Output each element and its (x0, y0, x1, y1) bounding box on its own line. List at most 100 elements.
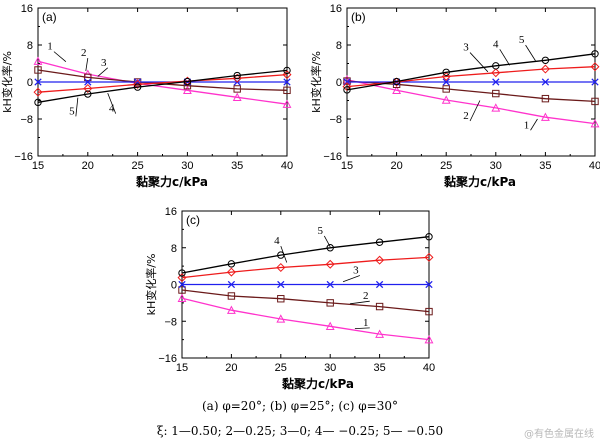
data-point (342, 82, 352, 92)
series-number-label: 1 (363, 317, 369, 329)
series-label-leader (469, 100, 481, 122)
series-label-leader (525, 44, 536, 61)
data-point (34, 78, 42, 86)
figure-caption-panels: (a) φ=20°; (b) φ=25°; (c) φ=30° (202, 399, 398, 413)
data-point (425, 307, 433, 316)
series-label-leader (499, 49, 511, 66)
data-point (178, 280, 186, 289)
data-point (590, 118, 600, 128)
data-point (283, 86, 291, 95)
series-label-leader (342, 275, 361, 283)
data-point (178, 286, 186, 294)
x-axis-title: 黏聚力c/kPa (282, 376, 354, 391)
y-axis-title: kH变化率/% (309, 51, 323, 113)
series-label-leader (85, 58, 89, 71)
y-tick-label: −8 (20, 114, 33, 126)
y-tick-label: 16 (21, 3, 33, 15)
data-point (492, 78, 500, 86)
series-1: 1 (33, 41, 292, 108)
data-point (375, 255, 385, 265)
data-point (541, 56, 550, 64)
x-tick-label: 25 (131, 160, 143, 172)
series-label-leader (530, 118, 538, 131)
data-point (282, 99, 292, 108)
x-tick-label: 15 (176, 362, 188, 374)
series-3: 3 (34, 57, 291, 86)
series-line (181, 236, 430, 274)
data-point (276, 262, 286, 273)
chart-panel-2: 15 20 25 30 35 40−16−80816(b)黏聚力c/kPakH变化率/%1… (309, 3, 600, 189)
series-5: 5 (178, 225, 433, 277)
data-point (441, 71, 451, 81)
data-point (34, 98, 42, 107)
x-tick-label: 40 (423, 362, 435, 374)
x-tick-label: 30 (181, 160, 193, 172)
x-tick-label: 30 (490, 160, 502, 172)
data-point (392, 77, 401, 86)
y-tick-label: 0 (27, 77, 33, 89)
data-point (84, 90, 92, 98)
data-point (83, 83, 93, 93)
series-line (181, 256, 430, 279)
series-number-label: 4 (109, 103, 115, 115)
data-point (492, 62, 500, 70)
series-number-label: 5 (318, 225, 324, 237)
series-label-leader (323, 235, 331, 248)
series-number-label: 3 (101, 57, 107, 69)
series-number-label: 5 (519, 34, 525, 46)
y-tick-label: −16 (14, 151, 33, 163)
series-3: 3 (178, 264, 433, 289)
series-label-leader (107, 92, 117, 114)
series-number-label: 3 (463, 42, 469, 54)
data-point (425, 233, 433, 241)
data-point (182, 85, 192, 95)
series-line (346, 53, 596, 91)
panel-label: (a) (42, 10, 57, 24)
watermark-text: @有色金属在线 (524, 429, 594, 440)
series-number-label: 5 (69, 105, 75, 117)
series-2: 2 (343, 77, 599, 122)
data-point (233, 71, 241, 80)
x-tick-label: 35 (231, 160, 243, 172)
series-line (37, 60, 288, 105)
series-label-leader (349, 300, 370, 305)
panel-label: (c) (186, 213, 200, 227)
data-point (424, 334, 434, 344)
data-point (424, 252, 434, 262)
series-5: 5 (343, 34, 599, 94)
data-point (326, 244, 334, 252)
series-number-label: 1 (524, 119, 530, 131)
data-point (276, 314, 286, 323)
data-point (84, 73, 92, 82)
data-point (392, 85, 402, 95)
data-point (325, 321, 335, 331)
data-point (232, 92, 242, 101)
x-tick-label: 15 (32, 160, 44, 172)
data-point (33, 87, 43, 97)
data-point (375, 238, 384, 246)
series-number-label: 2 (463, 110, 469, 122)
series-4: 4 (177, 235, 434, 283)
y-tick-label: −16 (158, 353, 177, 365)
data-point (541, 94, 550, 103)
chart-panel-1: 15 20 25 30 35 40−16−80816(a)黏聚力c/kPakH变化率/%1… (0, 3, 293, 189)
series-label-leader (75, 97, 79, 117)
series-label-leader (469, 52, 489, 73)
data-point (33, 56, 43, 65)
data-point (541, 78, 550, 86)
series-line (346, 79, 596, 125)
data-point (375, 280, 384, 289)
data-point (277, 251, 285, 259)
series-label-leader (53, 51, 67, 62)
series-number-label: 4 (493, 38, 499, 50)
data-point (442, 68, 450, 76)
x-tick-label: 20 (82, 160, 94, 172)
x-tick-label: 35 (539, 160, 551, 172)
x-tick-label: 25 (275, 362, 287, 374)
series-line (37, 69, 288, 103)
series-5: 5 (34, 66, 291, 117)
data-point (492, 89, 500, 98)
data-point (425, 280, 433, 289)
data-point (183, 77, 192, 86)
data-point (277, 295, 285, 303)
